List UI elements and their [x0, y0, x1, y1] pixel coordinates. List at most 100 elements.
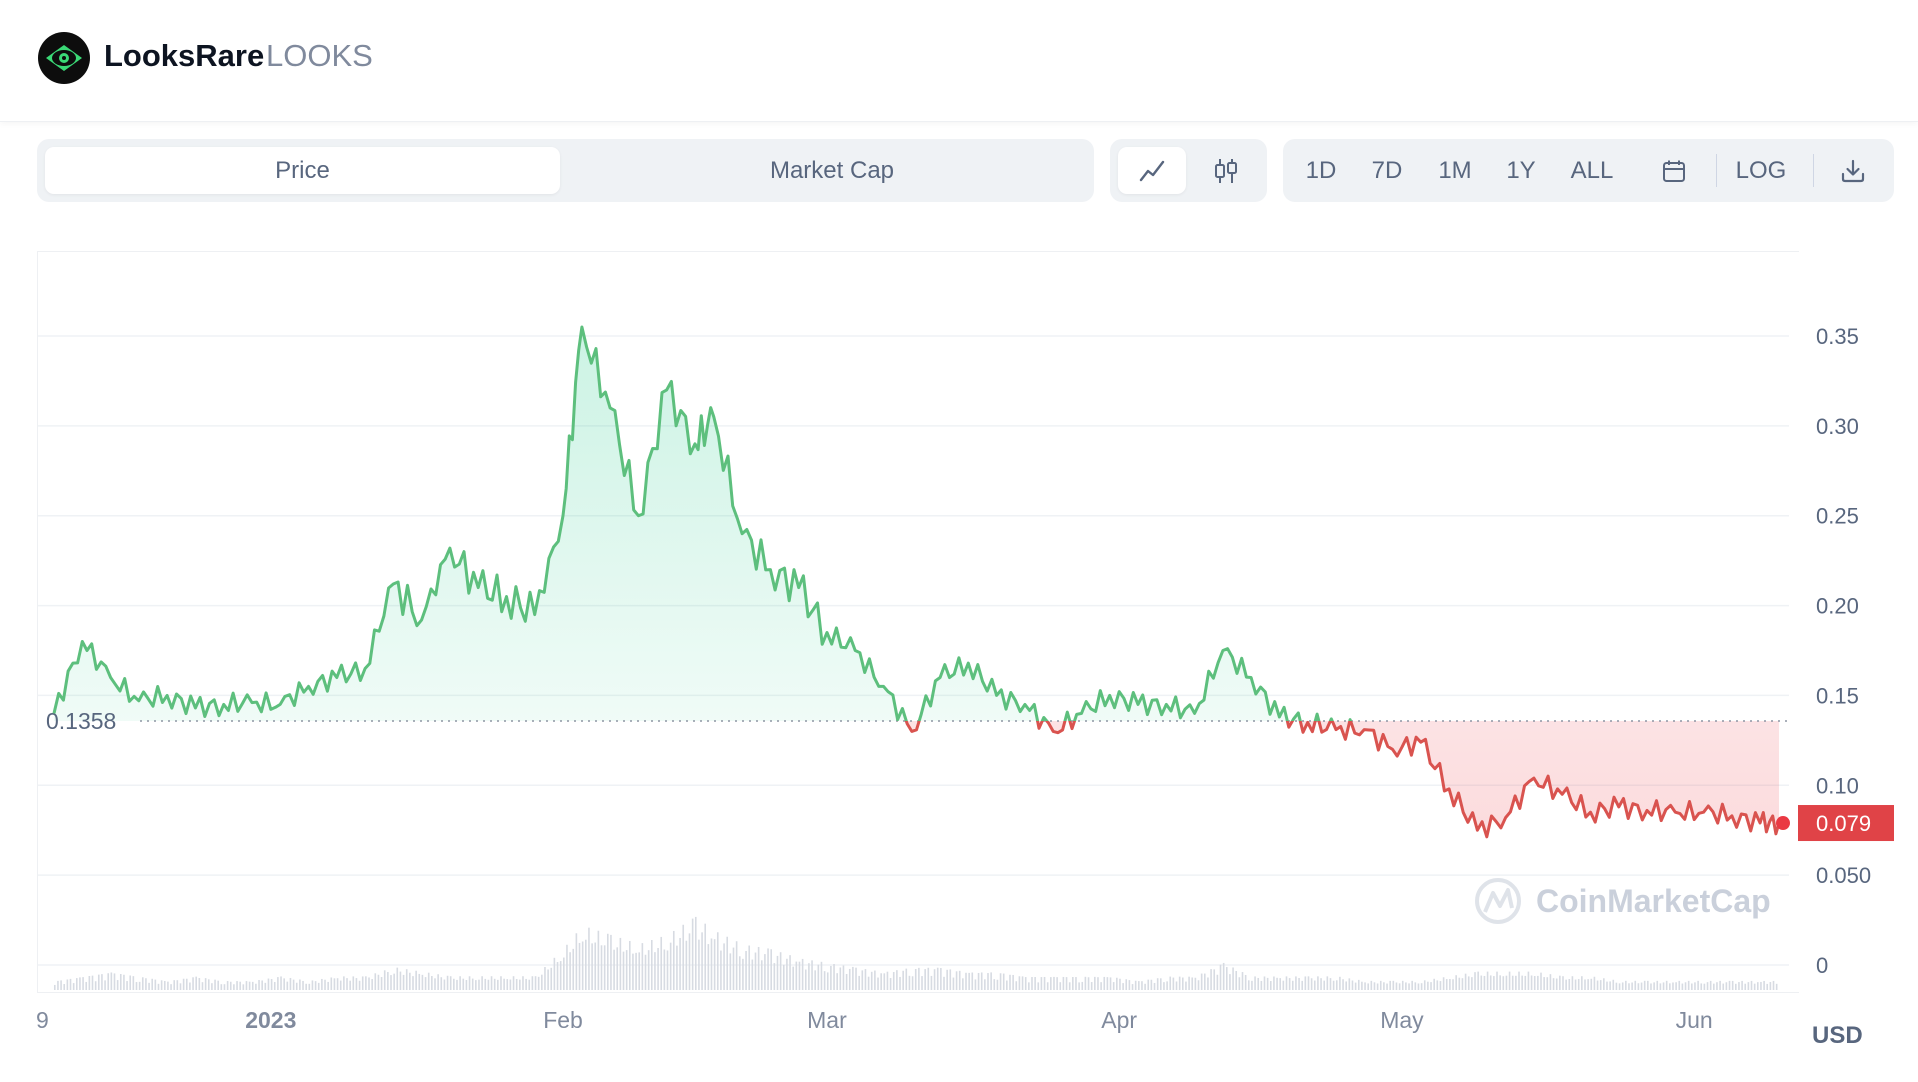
volume-bar — [72, 983, 75, 990]
volume-bar — [541, 974, 543, 990]
volume-bar — [946, 969, 948, 990]
volume-bar — [1728, 980, 1731, 990]
volume-bar — [858, 975, 860, 990]
volume-bar — [1320, 978, 1322, 990]
volume-bar — [1750, 980, 1753, 990]
volume-bar — [1577, 979, 1580, 990]
tab-market-cap[interactable]: Market Cap — [769, 156, 895, 184]
volume-bar — [302, 980, 304, 990]
candlestick-chart-button[interactable] — [1192, 147, 1260, 194]
volume-bar — [1282, 980, 1285, 990]
price-line-down — [896, 720, 1781, 839]
volume-bar — [1273, 976, 1275, 990]
volume-bar — [1213, 969, 1216, 990]
volume-bar — [110, 972, 113, 990]
range-toolbar: 1D 7D 1M 1Y ALL LOG — [1283, 139, 1894, 202]
volume-bar — [487, 979, 490, 990]
volume-bar — [1116, 977, 1118, 990]
volume-bar — [289, 977, 292, 990]
range-1d-button[interactable]: 1D — [1305, 156, 1337, 184]
volume-bar — [1615, 982, 1618, 990]
volume-bar — [1326, 976, 1329, 990]
volume-bar — [1342, 979, 1344, 990]
volume-bar — [1279, 978, 1282, 990]
volume-bar — [1097, 977, 1099, 990]
volume-bar — [1637, 983, 1640, 990]
y-tick-label: 0.050 — [1816, 863, 1871, 888]
volume-bar — [135, 982, 138, 990]
log-scale-button[interactable]: LOG — [1735, 156, 1787, 184]
volume-bar — [273, 981, 276, 990]
range-1y-button[interactable]: 1Y — [1506, 156, 1536, 184]
volume-bar — [1112, 982, 1115, 990]
volume-bar — [1502, 976, 1505, 990]
volume-bar — [1200, 973, 1203, 990]
volume-bar — [1351, 980, 1354, 990]
volume-bar — [176, 980, 179, 990]
volume-bar — [349, 980, 351, 990]
volume-bar — [63, 984, 66, 990]
volume-bar — [880, 973, 882, 990]
calendar-button[interactable] — [1649, 139, 1699, 202]
volume-bar — [559, 961, 562, 990]
range-all-button[interactable]: ALL — [1570, 156, 1614, 184]
volume-bar — [1559, 975, 1561, 990]
volume-bar — [817, 964, 820, 990]
volume-bar — [229, 981, 232, 990]
volume-bar — [544, 967, 546, 990]
volume-bar — [148, 982, 150, 990]
x-tick-label: Apr — [1101, 1007, 1137, 1033]
volume-bar — [88, 976, 91, 990]
volume-bar — [1348, 978, 1351, 990]
volume-bar — [930, 975, 933, 990]
volume-bar — [908, 975, 911, 990]
volume-bar — [374, 973, 377, 990]
volume-bar — [443, 979, 446, 990]
volume-bar — [116, 980, 119, 990]
volume-bar — [383, 970, 386, 990]
volume-bar — [836, 973, 838, 990]
line-chart-button[interactable] — [1118, 147, 1186, 194]
range-7d-button[interactable]: 7D — [1371, 156, 1403, 184]
volume-bar — [1251, 980, 1253, 990]
volume-bar — [550, 967, 553, 990]
volume-bar — [1046, 982, 1049, 990]
volume-bar — [1122, 983, 1124, 990]
download-button[interactable] — [1823, 139, 1883, 202]
volume-bar — [962, 978, 964, 990]
volume-bar — [509, 979, 512, 990]
volume-bar — [779, 952, 782, 990]
line-chart-icon — [1139, 160, 1165, 181]
volume-bar — [1691, 983, 1693, 990]
volume-bar — [848, 968, 851, 990]
x-tick-label: Jun — [1676, 1007, 1713, 1033]
volume-bar — [522, 976, 524, 990]
volume-bar — [1555, 978, 1558, 990]
volume-bar — [1241, 972, 1244, 990]
range-1m-button[interactable]: 1M — [1438, 156, 1472, 184]
volume-bar — [1075, 977, 1077, 990]
volume-bar — [1430, 982, 1432, 990]
volume-bar — [1204, 973, 1206, 990]
volume-bar — [578, 942, 581, 990]
volume-bar — [723, 943, 725, 990]
volume-bar — [97, 974, 100, 990]
volume-bar — [519, 979, 521, 990]
volume-bar — [814, 970, 816, 990]
volume-bar — [126, 981, 128, 990]
volume-bar — [889, 978, 892, 990]
tab-price[interactable]: Price — [45, 147, 560, 194]
volume-bar — [1537, 975, 1539, 990]
volume-bar — [842, 965, 845, 990]
volume-bar — [1757, 982, 1759, 990]
volume-bar — [710, 938, 713, 990]
volume-bar — [1078, 982, 1080, 990]
volume-bar — [462, 978, 465, 990]
volume-bar — [1210, 969, 1212, 990]
volume-bar — [1474, 972, 1476, 990]
volume-bar — [321, 978, 323, 990]
volume-bar — [506, 979, 509, 990]
volume-bar — [1040, 977, 1043, 990]
volume-bar — [1398, 983, 1401, 990]
